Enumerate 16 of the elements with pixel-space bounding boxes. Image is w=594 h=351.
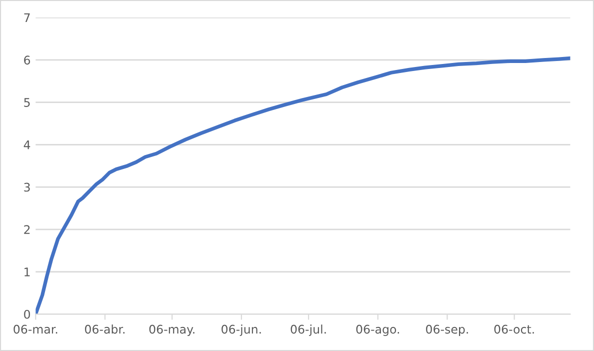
- y-tick-label: 1: [24, 268, 30, 276]
- y-tick-label: 0: [24, 310, 30, 319]
- x-tick-label: 06-jun.: [222, 324, 261, 336]
- y-tick-label: 6: [24, 56, 30, 65]
- x-tick-label: 06-mar.: [14, 324, 58, 334]
- y-tick-label: 4: [24, 140, 30, 150]
- y-tick-label: 2: [24, 225, 30, 234]
- x-tick-label: 06-oct.: [494, 324, 534, 334]
- y-tick-label: 3: [24, 182, 30, 192]
- x-tick-label: 06-jul.: [290, 324, 326, 336]
- x-tick-label: 06-abr.: [84, 324, 124, 334]
- x-tick-label: 06-may.: [149, 324, 194, 336]
- y-tick-label: 5: [24, 98, 30, 107]
- x-tick-label: 06-ago.: [356, 324, 399, 336]
- y-tick-label: 7: [24, 13, 30, 22]
- x-tick-label: 06-sep.: [426, 324, 468, 336]
